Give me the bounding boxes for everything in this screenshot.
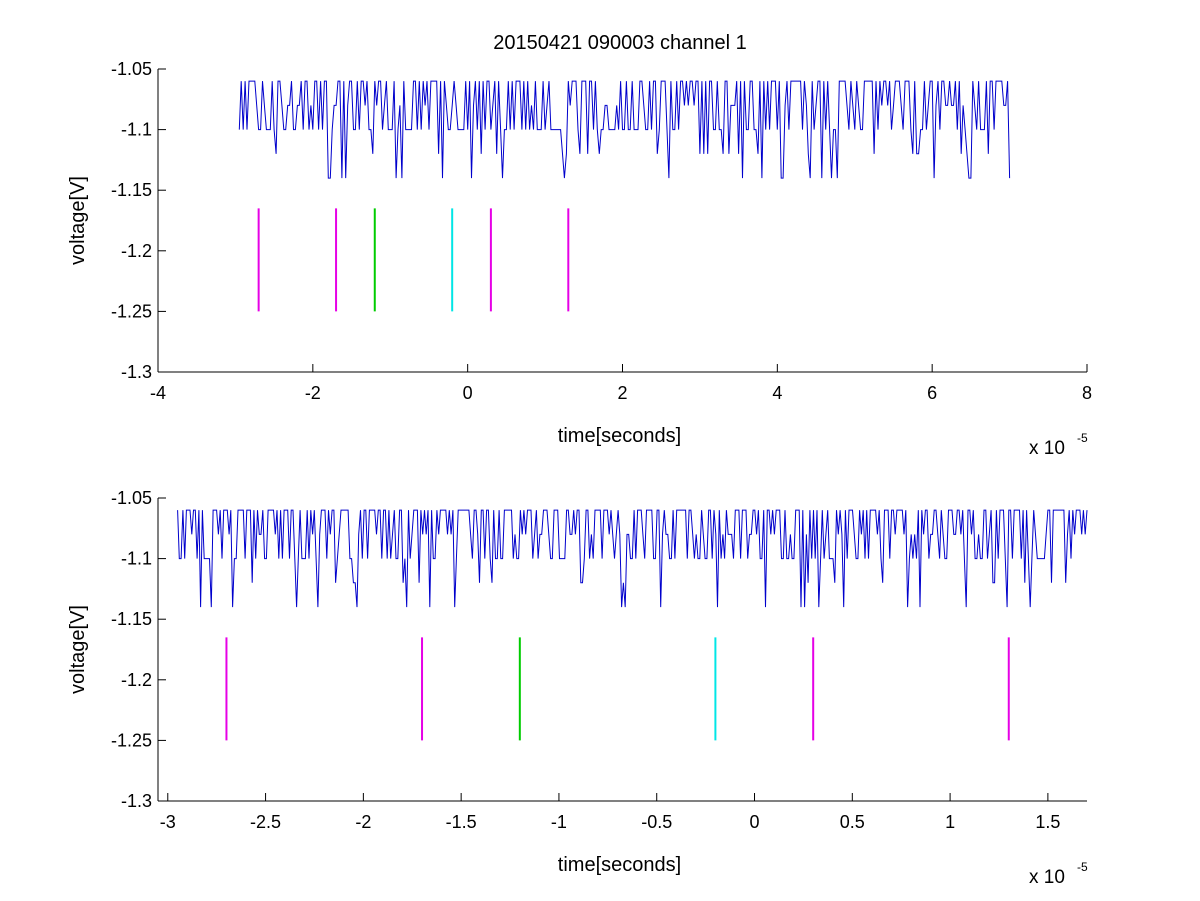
y-tick-label: -1.05 (111, 59, 152, 79)
y-axis-label: voltage[V] (67, 176, 89, 265)
x-tick-label: -1.5 (446, 812, 477, 832)
x-axis-label: time[seconds] (558, 854, 681, 876)
x-tick-label: -2 (305, 383, 321, 403)
x-tick-label: -1 (551, 812, 567, 832)
x-tick-label: -4 (150, 383, 166, 403)
y-tick-label: -1.25 (111, 301, 152, 321)
signal-trace (177, 509, 1088, 608)
y-tick-label: -1.1 (121, 120, 152, 140)
x-tick-label: 0.5 (840, 812, 865, 832)
x-multiplier: x 10 (1029, 867, 1065, 888)
y-tick-label: -1.15 (111, 609, 152, 629)
x-tick-label: 6 (927, 383, 937, 403)
y-tick-label: -1.2 (121, 241, 152, 261)
x-tick-label: -0.5 (641, 812, 672, 832)
x-tick-label: 0 (750, 812, 760, 832)
x-multiplier: x 10 (1029, 438, 1065, 459)
x-tick-label: 2 (617, 383, 627, 403)
x-tick-label: 1 (945, 812, 955, 832)
y-axis-label: voltage[V] (67, 605, 89, 694)
top-panel: -4 -2 0 2 4 6 8 -1.05 -1.1 -1.15 -1.2 -1.25 -1.3 time… (67, 59, 1092, 459)
bottom-panel: -3 -2.5 -2 -1.5 -1 -0.5 0 0.5 1 1.5 -1.05 -1.1 -1.15… (67, 488, 1088, 888)
x-tick-label: 1.5 (1035, 812, 1060, 832)
y-tick-label: -1.3 (121, 791, 152, 811)
x-tick-label: 0 (463, 383, 473, 403)
y-tick-label: -1.05 (111, 488, 152, 508)
y-tick-label: -1.15 (111, 180, 152, 200)
y-tick-label: -1.1 (121, 549, 152, 569)
x-multiplier-exponent: -5 (1077, 431, 1088, 445)
axes: -4 -2 0 2 4 6 8 -1.05 -1.1 -1.15 -1.2 -1.25 -1.3 time… (67, 59, 1092, 459)
x-tick-label: -2 (355, 812, 371, 832)
x-tick-label: 4 (772, 383, 782, 403)
y-tick-label: -1.3 (121, 362, 152, 382)
axes: -3 -2.5 -2 -1.5 -1 -0.5 0 0.5 1 1.5 -1.05 -1.1 -1.15… (67, 488, 1088, 888)
x-tick-label: 8 (1082, 383, 1092, 403)
y-tick-label: -1.25 (111, 730, 152, 750)
y-tick-label: -1.2 (121, 670, 152, 690)
signal-trace (238, 80, 1011, 179)
x-multiplier-exponent: -5 (1077, 860, 1088, 874)
figure-title: 20150421 090003 channel 1 (493, 32, 747, 54)
x-tick-label: -2.5 (250, 812, 281, 832)
x-tick-label: -3 (160, 812, 176, 832)
x-axis-label: time[seconds] (558, 425, 681, 447)
